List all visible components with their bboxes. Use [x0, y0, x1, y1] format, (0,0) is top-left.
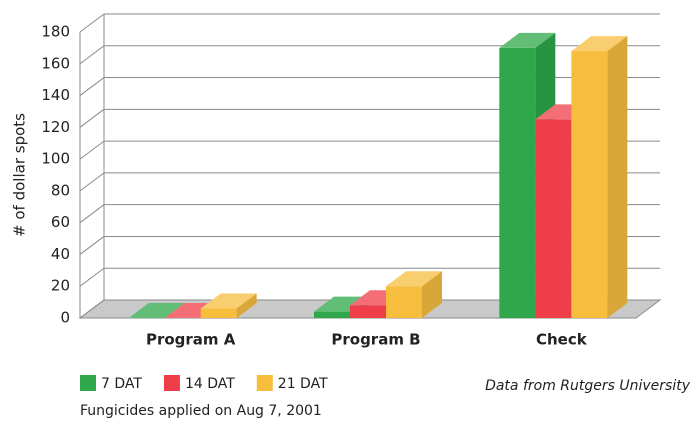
bar-front	[314, 311, 350, 318]
legend-label: 7 DAT	[101, 376, 142, 392]
legend-swatch	[256, 375, 273, 391]
bar-front	[386, 286, 422, 318]
footnote: Fungicides applied on Aug 7, 2001	[80, 403, 322, 419]
legend-label: 14 DAT	[185, 376, 235, 392]
grid-line	[79, 236, 105, 255]
grid-line	[79, 140, 105, 160]
y-tick-label: 0	[60, 309, 70, 327]
bar-top	[200, 293, 257, 309]
bar-top	[499, 32, 556, 48]
grid-line	[79, 172, 105, 192]
legend-swatch	[163, 375, 180, 391]
grid-line	[79, 204, 105, 224]
y-tick-label: 180	[41, 23, 70, 41]
source-note: Data from Rutgers University	[485, 378, 691, 394]
bar-top	[386, 271, 442, 287]
bar-front	[350, 305, 386, 318]
y-tick-label: 120	[41, 118, 70, 136]
y-axis-label: # of dollar spots	[11, 113, 29, 237]
y-tick-label: 60	[51, 213, 70, 231]
grid-line	[79, 108, 105, 128]
legend-label: 21 DAT	[278, 376, 328, 392]
grid-line	[79, 299, 105, 319]
y-tick-label: 40	[51, 245, 70, 263]
bar-side	[607, 36, 628, 319]
bar-front	[200, 308, 237, 318]
bar-front	[535, 119, 572, 318]
bar-top	[571, 36, 628, 52]
x-tick-label: Program A	[146, 331, 236, 349]
x-tick-label: Check	[536, 331, 588, 349]
y-tick-label: 20	[51, 277, 70, 295]
legend-swatch	[80, 375, 96, 391]
bar-side	[422, 271, 442, 318]
bar-front	[571, 51, 608, 319]
y-tick-label: 80	[51, 181, 70, 199]
grid-line	[79, 77, 105, 96]
bar-side	[236, 293, 257, 318]
grid-line	[79, 13, 105, 33]
x-tick-label: Program B	[331, 331, 420, 349]
bar-top	[314, 296, 370, 312]
grid-line	[79, 267, 105, 287]
bar-front	[499, 47, 536, 319]
y-tick-label: 160	[41, 54, 70, 72]
bar-top	[128, 303, 185, 318]
y-tick-label: 140	[41, 86, 70, 104]
y-tick-label: 100	[41, 150, 70, 168]
grid-line	[79, 45, 105, 65]
